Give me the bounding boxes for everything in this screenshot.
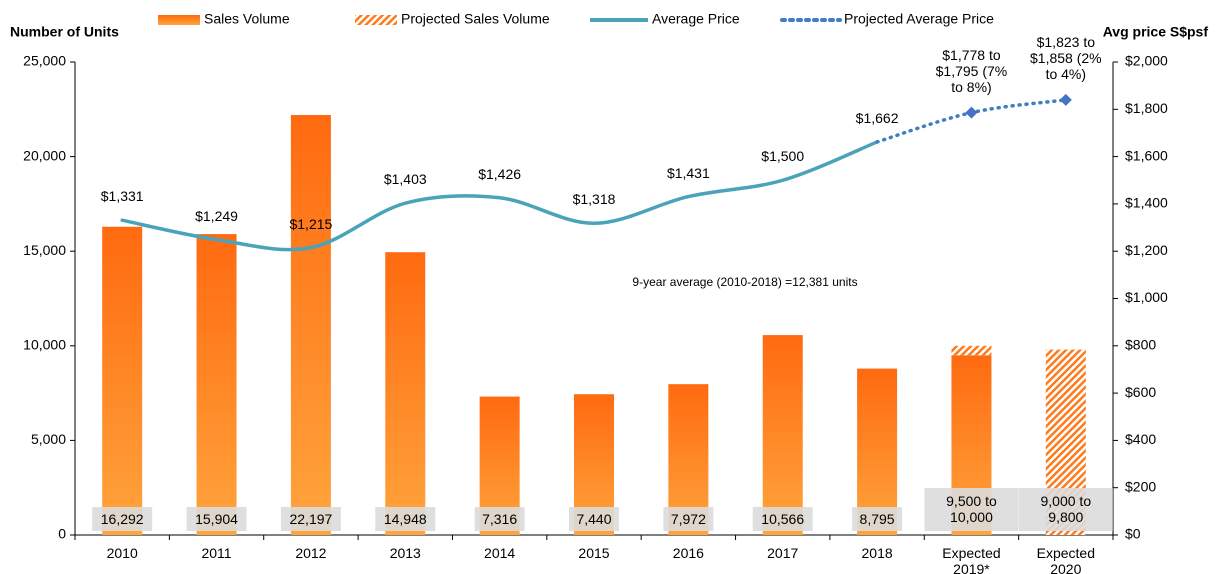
legend-swatch bbox=[158, 15, 200, 25]
x-tick-label: 2014 bbox=[484, 545, 516, 561]
price-label: $1,403 bbox=[383, 171, 427, 188]
label-box bbox=[924, 488, 1019, 531]
label-box bbox=[186, 507, 247, 531]
bar-value-label: 16,292 bbox=[100, 511, 144, 527]
bar-value-label: 15,904 bbox=[195, 511, 238, 527]
bar-value-label: 14,948 bbox=[383, 511, 427, 527]
y-axis-title: Number of Units bbox=[10, 24, 119, 40]
price-label: $1,431 bbox=[666, 164, 710, 181]
x-tick-label: 2011 bbox=[201, 545, 232, 561]
price-range-label: $1,778 to $1,795 (7% to 8%) bbox=[935, 46, 1008, 95]
label-box bbox=[663, 507, 714, 531]
price-label: $1,249 bbox=[195, 207, 238, 224]
y2-tick-label: $0 bbox=[1125, 526, 1141, 542]
bar bbox=[196, 234, 237, 535]
y-tick-label: 20,000 bbox=[23, 147, 66, 163]
x-tick-label: 2018 bbox=[861, 545, 893, 561]
y-tick-label: 0 bbox=[58, 526, 66, 542]
x-tick-label: Expected 2019* bbox=[942, 545, 1001, 574]
bar-value-label: 8,795 bbox=[859, 511, 895, 527]
bar-value-label: 7,440 bbox=[576, 511, 612, 527]
legend-label: Projected Sales Volume bbox=[401, 11, 550, 27]
y2-tick-label: $600 bbox=[1125, 384, 1156, 400]
bar-value-label: 7,316 bbox=[482, 511, 518, 527]
y2-tick-label: $200 bbox=[1125, 478, 1156, 494]
y2-tick-label: $1,400 bbox=[1125, 195, 1168, 211]
price-label: $1,331 bbox=[100, 188, 144, 205]
label-box bbox=[280, 507, 341, 531]
bar-value-label: 7,972 bbox=[670, 511, 706, 527]
x-tick-label: 2015 bbox=[578, 545, 610, 561]
bar-value-label: 9,500 to 10,000 bbox=[946, 493, 997, 525]
label-box bbox=[752, 507, 813, 531]
x-tick-label: 2010 bbox=[106, 545, 138, 561]
x-tick-label: 2016 bbox=[672, 545, 704, 561]
label-box bbox=[569, 507, 619, 531]
x-tick-label: 2017 bbox=[767, 545, 799, 561]
line bbox=[120, 140, 879, 252]
y2-tick-label: $400 bbox=[1125, 431, 1156, 447]
bar bbox=[762, 335, 803, 535]
y2-tick-label: $1,000 bbox=[1125, 289, 1168, 305]
y-tick-label: 25,000 bbox=[23, 53, 66, 69]
y-tick-label: 10,000 bbox=[23, 337, 66, 353]
x-tick-label: 2012 bbox=[295, 545, 327, 561]
legend-label: Projected Average Price bbox=[844, 11, 994, 27]
x-tick-label: Expected 2020 bbox=[1036, 545, 1095, 574]
price-label: $1,662 bbox=[855, 109, 899, 126]
label-box bbox=[1018, 488, 1113, 531]
bar bbox=[385, 252, 426, 535]
marker bbox=[1059, 93, 1072, 106]
bar bbox=[102, 226, 143, 535]
bar-value-label: 9,000 to 9,800 bbox=[1040, 493, 1092, 525]
y2-tick-label: $1,200 bbox=[1125, 242, 1168, 258]
label-box bbox=[92, 507, 153, 531]
price-label: $1,215 bbox=[289, 215, 333, 232]
y2-axis-title: Avg price S$psf bbox=[1103, 24, 1209, 40]
average-annotation: 9-year average (2010-2018) =12,381 units bbox=[632, 275, 857, 289]
y2-tick-label: $1,800 bbox=[1125, 100, 1168, 116]
y-tick-label: 15,000 bbox=[23, 242, 66, 258]
price-label: $1,426 bbox=[478, 165, 522, 182]
legend-label: Average Price bbox=[652, 11, 740, 27]
y2-tick-label: $800 bbox=[1125, 337, 1156, 353]
y-tick-label: 5,000 bbox=[31, 431, 66, 447]
bar bbox=[951, 345, 992, 356]
price-label: $1,500 bbox=[761, 148, 805, 165]
bar-value-label: 10,566 bbox=[761, 511, 805, 527]
price-label: $1,318 bbox=[572, 191, 616, 208]
legend-swatch bbox=[355, 15, 397, 25]
label-box bbox=[375, 507, 436, 531]
label-box bbox=[474, 507, 525, 531]
y2-tick-label: $1,600 bbox=[1125, 147, 1168, 163]
x-tick-label: 2013 bbox=[389, 545, 421, 561]
price-range-label: $1,823 to $1,858 (2% to 4%) bbox=[1030, 33, 1102, 82]
y2-tick-label: $2,000 bbox=[1125, 53, 1168, 69]
bar-value-label: 22,197 bbox=[289, 511, 333, 527]
marker bbox=[965, 106, 978, 119]
bar bbox=[290, 115, 331, 535]
label-box bbox=[852, 507, 903, 531]
legend-label: Sales Volume bbox=[204, 11, 290, 27]
